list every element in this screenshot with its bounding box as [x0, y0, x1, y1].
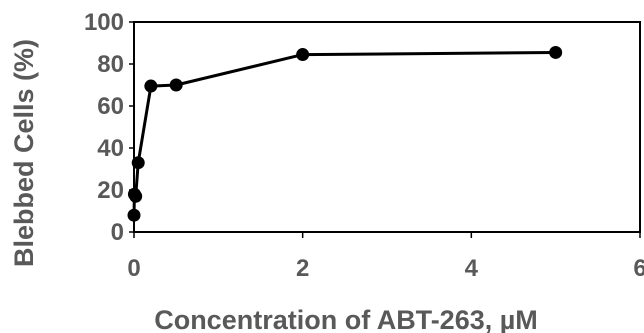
x-axis-ticks: 0 2 4 6: [127, 232, 644, 282]
y-tick-label: 60: [97, 93, 124, 120]
x-tick-label: 4: [465, 255, 479, 282]
data-point: [169, 78, 183, 92]
data-point: [296, 48, 310, 62]
y-tick-label: 40: [97, 135, 124, 162]
plot-area-frame: [133, 21, 641, 233]
x-tick-label: 0: [127, 255, 140, 282]
x-axis-title: Concentration of ABT-263, µM: [154, 305, 538, 333]
data-point: [144, 79, 158, 93]
y-axis-ticks: 0 20 40 60 80 100: [84, 9, 134, 246]
y-tick-label: 20: [97, 177, 124, 204]
data-point: [549, 45, 563, 59]
data-point: [131, 156, 145, 170]
series-layer: [127, 45, 563, 222]
data-point: [127, 208, 141, 222]
y-tick-label: 100: [84, 9, 124, 36]
series-line: [132, 51, 556, 216]
x-tick-label: 2: [296, 255, 309, 282]
y-axis-title: Blebbed Cells (%): [9, 39, 39, 267]
y-tick-label: 80: [97, 51, 124, 78]
data-point: [129, 189, 143, 203]
x-tick-label: 6: [633, 255, 644, 282]
y-tick-label: 0: [111, 219, 124, 246]
